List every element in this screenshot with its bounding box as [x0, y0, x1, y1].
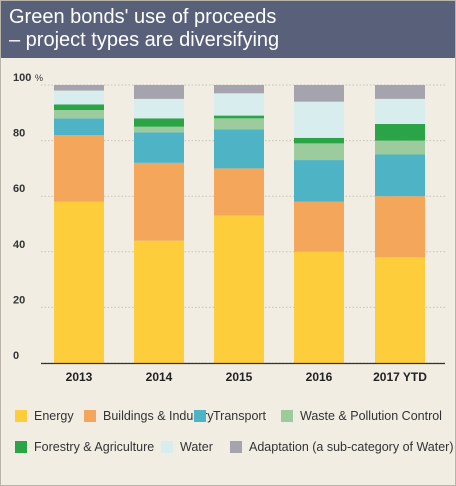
- y-tick-label: 80: [13, 128, 25, 140]
- legend-swatch: [84, 410, 96, 422]
- y-tick-label: 0: [13, 350, 19, 362]
- chart-title: Green bonds' use of proceeds – project t…: [9, 6, 280, 51]
- legend-label: Transport: [213, 409, 267, 423]
- bar-segment: [134, 98, 184, 119]
- bar-segment: [214, 129, 264, 169]
- legend: Energy Buildings & Industry Transport Waste…: [1, 386, 455, 485]
- bar-segment: [214, 85, 264, 94]
- x-tick-label: 2014: [146, 370, 173, 384]
- bar-segment: [375, 123, 425, 141]
- bar-segment: [54, 104, 104, 111]
- bar-segment: [294, 137, 344, 144]
- legend-swatch: [15, 441, 27, 453]
- legend-label: Buildings & Industry: [103, 409, 214, 423]
- x-tick-label: 2017 YTD: [373, 370, 427, 384]
- bar-segment: [294, 251, 344, 363]
- bar-segment: [214, 215, 264, 363]
- bar-segment: [294, 85, 344, 102]
- bar-segment: [134, 162, 184, 241]
- legend-item: Water: [161, 437, 213, 457]
- x-tick-label: 2016: [306, 370, 333, 384]
- title-banner: Green bonds' use of proceeds – project t…: [1, 1, 455, 58]
- bar-segment: [294, 101, 344, 138]
- bar-segment: [54, 90, 104, 105]
- bar-segment: [375, 140, 425, 155]
- bar-segment: [214, 168, 264, 216]
- legend-item: Energy: [15, 406, 74, 426]
- bar-segment: [134, 118, 184, 127]
- bar-segment: [375, 154, 425, 197]
- bar-segment: [134, 240, 184, 363]
- legend-item: Adaptation (a sub-category of Water): [230, 437, 454, 457]
- bar-segment: [134, 132, 184, 163]
- legend-label: Adaptation (a sub-category of Water): [249, 440, 454, 454]
- legend-label: Water: [180, 440, 213, 454]
- bar-segment: [54, 135, 104, 202]
- bar-segment: [294, 160, 344, 202]
- y-tick-label: 20: [13, 294, 25, 306]
- y-tick-label: 60: [13, 183, 25, 195]
- legend-swatch: [161, 441, 173, 453]
- legend-swatch: [230, 441, 242, 453]
- bar-segment: [214, 115, 264, 119]
- y-tick-label: 40: [13, 239, 25, 251]
- x-tick-label: 2015: [226, 370, 253, 384]
- stacked-bar-chart: 100 % 80 60 40 20 0 2013 2014 2015 2016 2017 YTD: [13, 72, 445, 384]
- legend-item: Waste & Pollution Control: [281, 406, 442, 426]
- y-unit-label: %: [35, 73, 43, 83]
- legend-row: Forestry & Agriculture Water Adaptation (a…: [1, 437, 455, 457]
- legend-item: Buildings & Industry: [84, 406, 213, 426]
- x-tick-label: 2013: [66, 370, 93, 384]
- bar-segment: [134, 126, 184, 133]
- bar-segment: [54, 118, 104, 136]
- bar-segment: [294, 143, 344, 161]
- legend-swatch: [15, 410, 27, 422]
- bar-segment: [54, 85, 104, 91]
- bar-segment: [214, 93, 264, 116]
- y-tick-label: 100: [13, 72, 31, 84]
- legend-label: Energy: [34, 409, 74, 423]
- bar-segment: [54, 201, 104, 363]
- legend-item: Forestry & Agriculture: [15, 437, 154, 457]
- legend-row: Energy Buildings & Industry Transport Waste…: [1, 406, 455, 426]
- legend-swatch: [281, 410, 293, 422]
- bar-segment: [214, 118, 264, 130]
- bar-segment: [375, 257, 425, 363]
- bar-segment: [294, 201, 344, 252]
- bar-segment: [375, 98, 425, 124]
- legend-label: Forestry & Agriculture: [34, 440, 155, 454]
- bar-segment: [375, 85, 425, 99]
- bar-segment: [54, 110, 104, 119]
- legend-label: Waste & Pollution Control: [300, 409, 442, 423]
- bar-segment: [375, 196, 425, 258]
- bar-segment: [134, 85, 184, 99]
- legend-item: Transport: [194, 406, 266, 426]
- legend-swatch: [194, 410, 206, 422]
